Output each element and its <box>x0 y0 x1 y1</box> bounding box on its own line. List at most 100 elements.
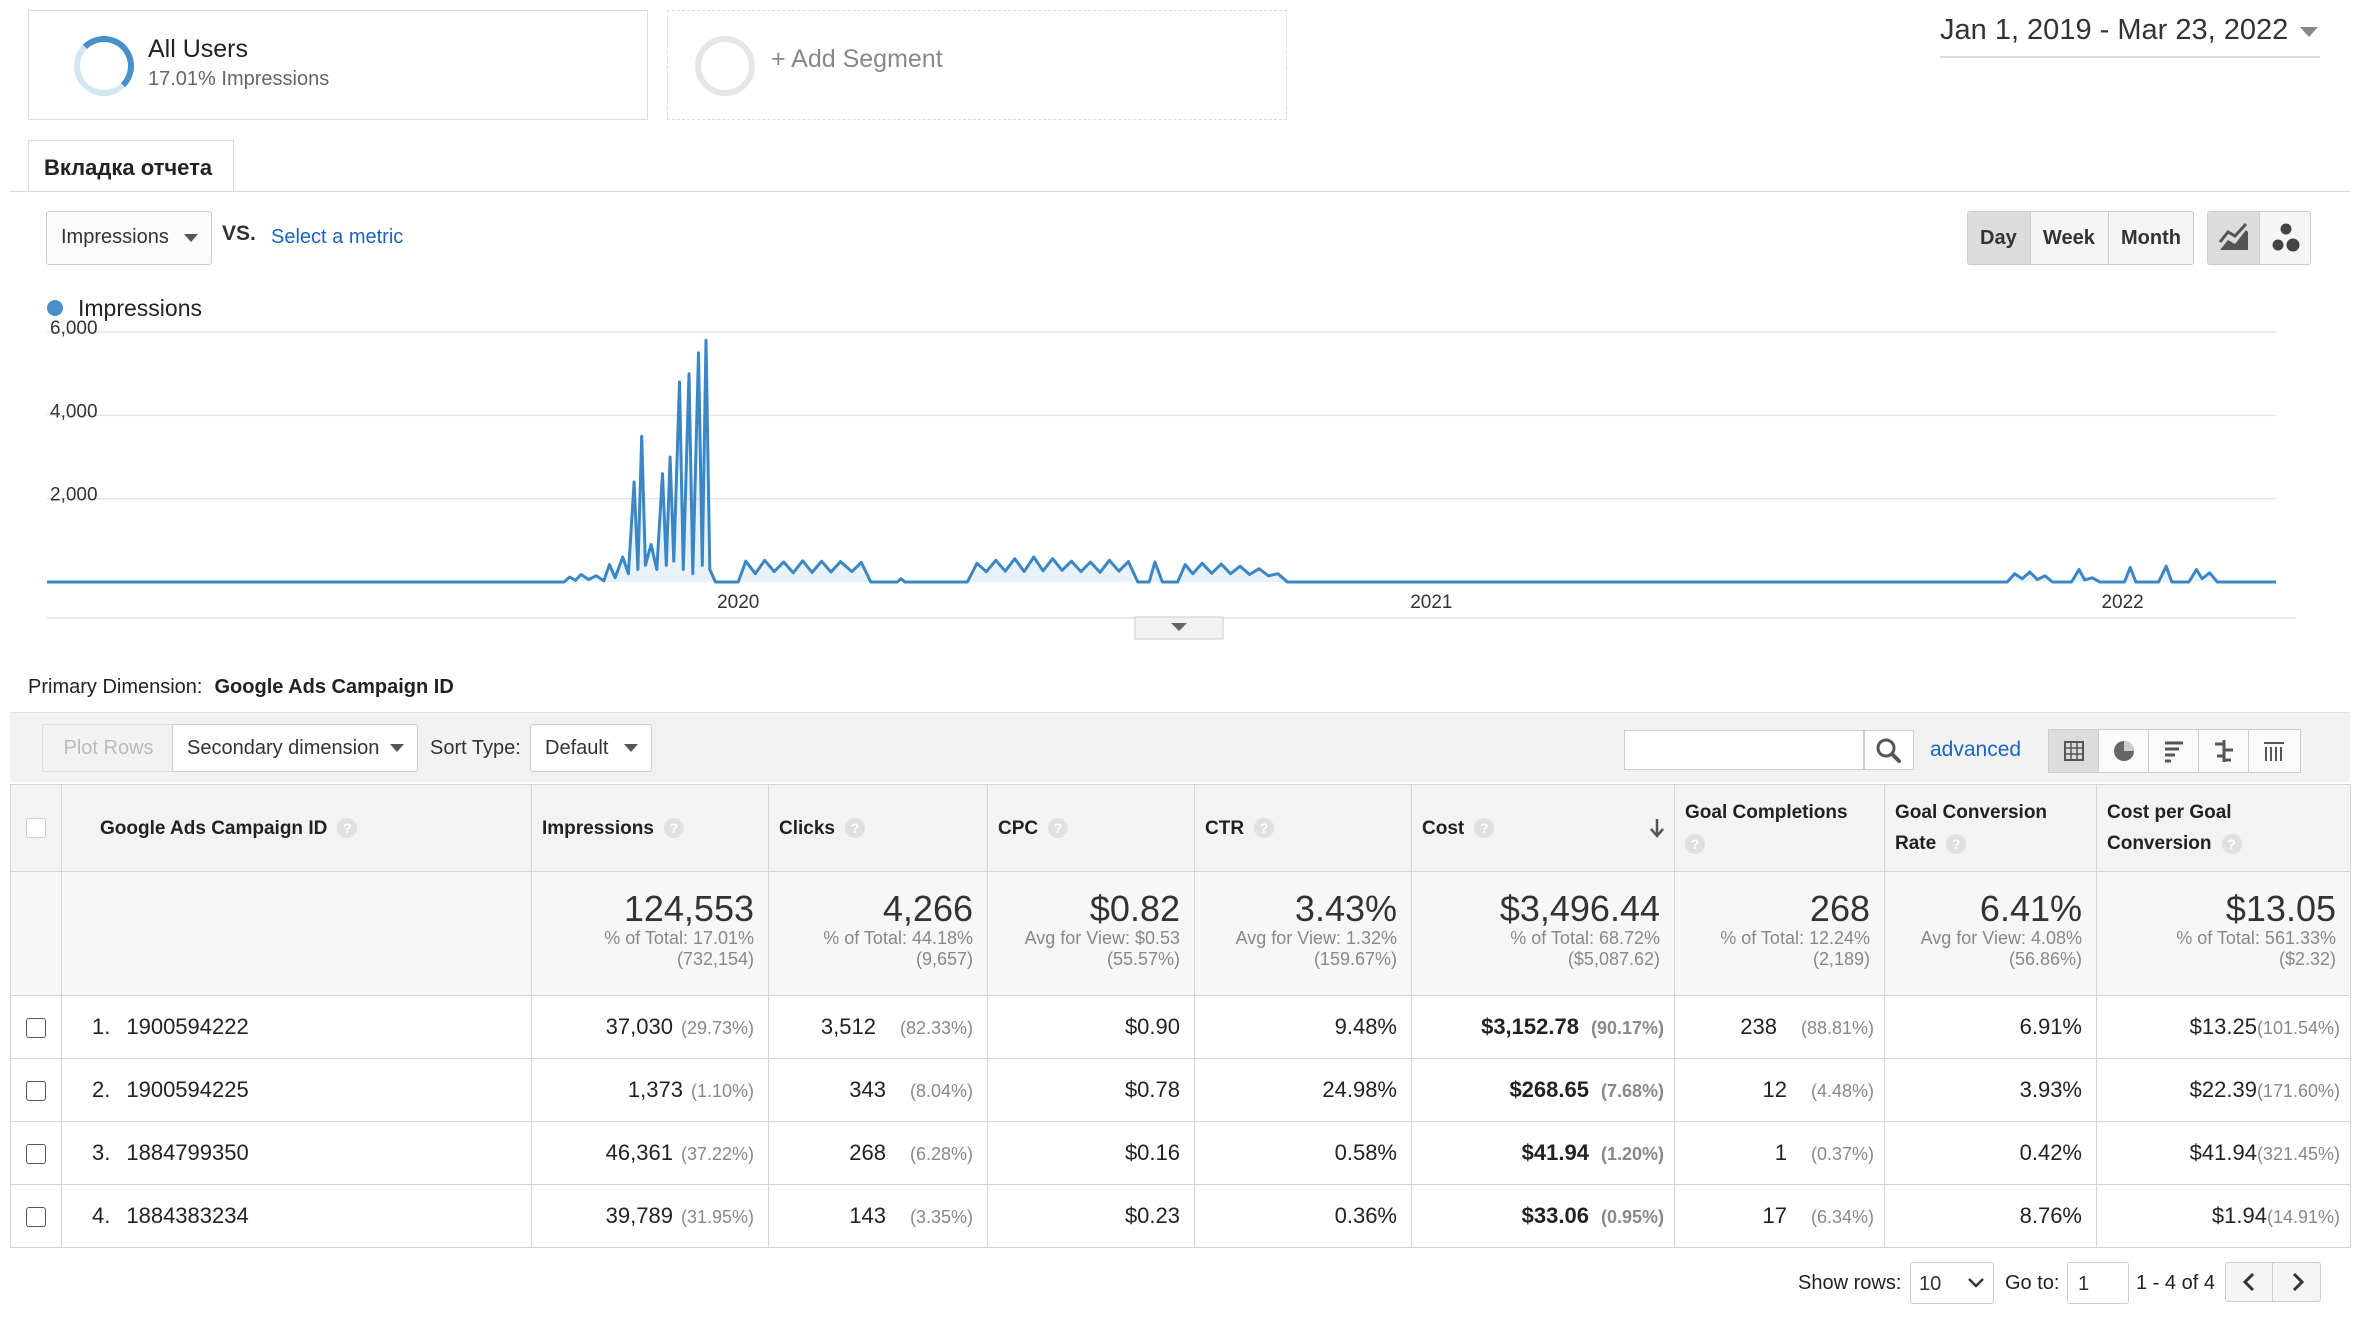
show-rows-select[interactable]: 10 <box>1910 1262 1994 1304</box>
cell-value: $41.94 <box>1521 1140 1589 1165</box>
help-icon[interactable]: ? <box>1254 818 1275 839</box>
prev-page-button[interactable] <box>2225 1262 2273 1302</box>
total-clicks: 4,266% of Total: 44.18% (9,657) <box>768 871 988 996</box>
campaign-id[interactable]: 1900594222 <box>126 1014 249 1039</box>
header-goal-conversion-rate[interactable]: Goal Conversion Rate? <box>1884 784 2097 872</box>
goto-page-input[interactable]: 1 <box>2067 1262 2129 1304</box>
report-tab[interactable]: Вкладка отчета <box>28 140 234 192</box>
cell-value: 17 <box>1762 1203 1787 1228</box>
help-icon[interactable]: ? <box>2221 833 2242 854</box>
header-cpc[interactable]: CPC? <box>987 784 1195 872</box>
primary-dimension-value[interactable]: Google Ads Campaign ID <box>214 676 454 698</box>
help-icon[interactable]: ? <box>844 818 865 839</box>
campaign-id-cell[interactable]: 1. 1900594222 <box>61 995 532 1059</box>
cell-value: (1.20%) <box>1600 1144 1664 1164</box>
cell-value: 46,361 <box>605 1140 673 1165</box>
page-range: 1 - 4 of 4 <box>2136 1272 2215 1294</box>
campaign-id-cell[interactable]: 4. 1884383234 <box>61 1184 532 1248</box>
cell-value: (82.33%) <box>899 1018 973 1038</box>
help-icon[interactable]: ? <box>1474 818 1495 839</box>
table-search-input[interactable] <box>1624 730 1864 770</box>
sort-type-select[interactable]: Default <box>530 724 652 772</box>
row-checkbox[interactable] <box>26 1144 46 1165</box>
segment-all-users[interactable]: All Users 17.01% Impressions <box>28 10 648 120</box>
date-range-picker[interactable]: Jan 1, 2019 - Mar 23, 2022 <box>1940 14 2320 58</box>
totals-row: 124,553% of Total: 17.01% (732,154) 4,266… <box>10 871 2351 996</box>
select-all-checkbox[interactable] <box>26 818 46 839</box>
cell-value: (29.73%) <box>680 1018 754 1038</box>
cell-value: 9.48% <box>1334 1014 1397 1039</box>
total-impressions: 124,553% of Total: 17.01% (732,154) <box>531 871 769 996</box>
header-campaign-id[interactable]: Google Ads Campaign ID? <box>61 784 532 872</box>
sort-type-value: Default <box>545 737 609 759</box>
metric-select[interactable]: Impressions <box>46 211 212 265</box>
next-page-button[interactable] <box>2273 1262 2321 1302</box>
row-checkbox[interactable] <box>26 1018 46 1039</box>
legend-marker <box>47 300 63 316</box>
table-header-row: Google Ads Campaign ID? Impressions? Cli… <box>10 784 2351 872</box>
bar-view-icon[interactable] <box>2149 730 2199 772</box>
pivot-view-icon[interactable] <box>2249 730 2300 772</box>
help-icon[interactable]: ? <box>1685 833 1705 854</box>
show-rows-value: 10 <box>1919 1273 1942 1295</box>
header-cost-per-goal[interactable]: Cost per Goal Conversion? <box>2096 784 2351 872</box>
select-metric-link[interactable]: Select a metric <box>271 226 404 248</box>
campaign-id[interactable]: 1884799350 <box>126 1140 249 1165</box>
help-icon[interactable]: ? <box>1946 833 1967 854</box>
line-chart-icon[interactable] <box>2208 212 2260 264</box>
impressions-series-area <box>47 340 2276 582</box>
comparison-view-icon[interactable] <box>2199 730 2249 772</box>
campaign-id-cell[interactable]: 2. 1900594225 <box>61 1058 532 1122</box>
add-segment-card[interactable]: + Add Segment <box>667 10 1287 120</box>
pie-view-icon[interactable] <box>2099 730 2149 772</box>
cell-value: $22.39 <box>2189 1077 2257 1102</box>
week-button[interactable]: Week <box>2031 212 2109 264</box>
campaign-id[interactable]: 1884383234 <box>126 1203 249 1228</box>
impressions-cell: 39,789 (31.95%) <box>531 1184 769 1248</box>
campaign-id[interactable]: 1900594225 <box>126 1077 249 1102</box>
cell-value: (171.60%) <box>2256 1081 2340 1101</box>
row-checkbox[interactable] <box>26 1081 46 1102</box>
collapse-chart-icon[interactable] <box>1134 616 1224 640</box>
chevron-down-icon <box>184 234 198 242</box>
cell-value: $33.06 <box>1521 1203 1589 1228</box>
cell-value: $41.94 <box>2189 1140 2257 1165</box>
advanced-filter-link[interactable]: advanced <box>1930 738 2022 761</box>
help-icon[interactable]: ? <box>337 818 358 839</box>
table-row: 1. 1900594222 37,030 (29.73%) 3,512 (82.33%) $… <box>10 995 2351 1059</box>
cell-value: (90.17%) <box>1590 1018 1664 1038</box>
cell-value: (101.54%) <box>2256 1018 2340 1038</box>
campaign-id-cell[interactable]: 3. 1884799350 <box>61 1121 532 1185</box>
row-index: 3. <box>92 1140 111 1165</box>
ctr-cell: 24.98% <box>1194 1058 1412 1122</box>
y-tick-label: 6,000 <box>50 318 98 339</box>
help-icon[interactable]: ? <box>1048 818 1069 839</box>
month-button[interactable]: Month <box>2121 227 2181 249</box>
cost-cell: $33.06 (0.95%) <box>1411 1184 1675 1248</box>
row-checkbox[interactable] <box>26 1207 46 1228</box>
cost-cell: $41.94 (1.20%) <box>1411 1121 1675 1185</box>
help-icon[interactable]: ? <box>663 818 684 839</box>
goal-completions-cell: 12 (4.48%) <box>1674 1058 1885 1122</box>
header-clicks[interactable]: Clicks? <box>768 784 988 872</box>
goal-conversion-rate-cell: 6.91% <box>1884 995 2097 1059</box>
plot-rows-button[interactable]: Plot Rows <box>42 724 175 772</box>
header-impressions[interactable]: Impressions? <box>531 784 769 872</box>
day-button[interactable]: Day <box>1968 212 2031 264</box>
secondary-dimension-select[interactable]: Secondary dimension <box>172 724 418 772</box>
search-button[interactable] <box>1864 730 1914 770</box>
header-ctr[interactable]: CTR? <box>1194 784 1412 872</box>
cell-value: (88.81%) <box>1800 1018 1874 1038</box>
x-tick-label: 2022 <box>2101 592 2143 613</box>
header-goal-completions[interactable]: Goal Completions? <box>1674 784 1885 872</box>
cell-value: (321.45%) <box>2256 1144 2340 1164</box>
table-view-icon[interactable] <box>2049 730 2099 772</box>
y-tick-label: 2,000 <box>50 485 98 506</box>
impressions-chart: Impressions 6,000 4,000 2,000 2020 2021 2022 <box>47 295 2296 640</box>
cost-per-goal-cell: $1.94(14.91%) <box>2096 1184 2351 1248</box>
header-cost[interactable]: Cost? <box>1411 784 1675 872</box>
ctr-cell: 9.48% <box>1194 995 1412 1059</box>
motion-chart-icon[interactable] <box>2260 212 2312 264</box>
cell-value: 268 <box>849 1140 886 1165</box>
cell-value: 238 <box>1740 1014 1777 1039</box>
